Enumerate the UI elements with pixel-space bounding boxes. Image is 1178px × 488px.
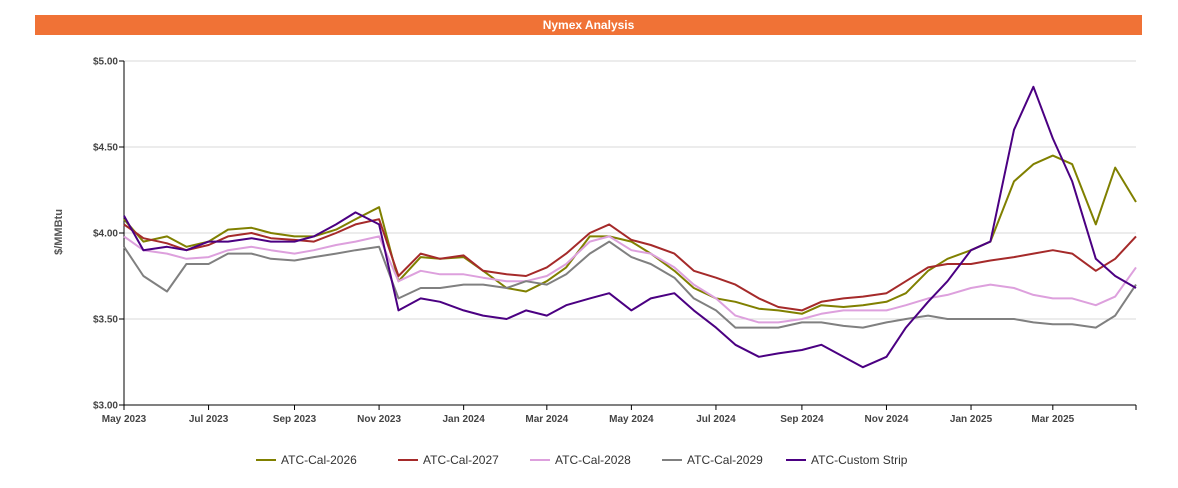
- x-tick-label: May 2024: [609, 414, 654, 425]
- legend-item: ATC-Custom Strip: [786, 453, 908, 467]
- legend-item: ATC-Cal-2029: [662, 453, 763, 467]
- legend-label: ATC-Cal-2026: [281, 453, 357, 467]
- legend-item: ATC-Cal-2026: [256, 453, 357, 467]
- x-tick-label: Jan 2024: [443, 414, 486, 425]
- y-tick-label: $4.00: [93, 229, 118, 240]
- series-line-atc-cal-2028: [123, 235, 1137, 324]
- y-axis: $3.00 $3.50 $4.00 $4.50 $5.00: [93, 57, 125, 412]
- legend: ATC-Cal-2026 ATC-Cal-2027 ATC-Cal-2028 ATC-…: [256, 453, 908, 467]
- legend-label: ATC-Cal-2028: [555, 453, 631, 467]
- x-tick-label: Nov 2023: [357, 414, 401, 425]
- x-tick-label: Nov 2024: [865, 414, 909, 425]
- x-tick-label: Jul 2023: [189, 414, 229, 425]
- x-tick-label: Jul 2024: [696, 414, 736, 425]
- legend-label: ATC-Custom Strip: [811, 453, 908, 467]
- x-tick-label: May 2023: [102, 414, 147, 425]
- series-line-atc-cal-2027: [123, 218, 1137, 312]
- legend-label: ATC-Cal-2027: [423, 453, 499, 467]
- x-tick-label: Sep 2023: [273, 414, 317, 425]
- y-tick-label: $3.50: [93, 315, 118, 326]
- legend-item: ATC-Cal-2027: [398, 453, 499, 467]
- series-line-atc-cal-2029: [123, 240, 1137, 329]
- y-tick-label: $5.00: [93, 57, 118, 68]
- legend-label: ATC-Cal-2029: [687, 453, 763, 467]
- x-tick-label: Sep 2024: [780, 414, 824, 425]
- y-axis-title: $/MMBtu: [53, 209, 65, 255]
- x-axis: May 2023 Jul 2023 Sep 2023 Nov 2023 Jan 2024…: [102, 404, 1137, 425]
- chart-title: Nymex Analysis: [35, 15, 1142, 35]
- y-tick-label: $3.00: [93, 401, 118, 412]
- series-lines: [123, 85, 1137, 369]
- y-tick-label: $4.50: [93, 143, 118, 154]
- legend-item: ATC-Cal-2028: [530, 453, 631, 467]
- x-tick-label: Mar 2025: [1031, 414, 1074, 425]
- x-tick-label: Mar 2024: [525, 414, 568, 425]
- series-line-atc-cal-2026: [123, 154, 1137, 315]
- x-tick-label: Jan 2025: [950, 414, 993, 425]
- series-line-atc-custom-strip: [123, 85, 1137, 369]
